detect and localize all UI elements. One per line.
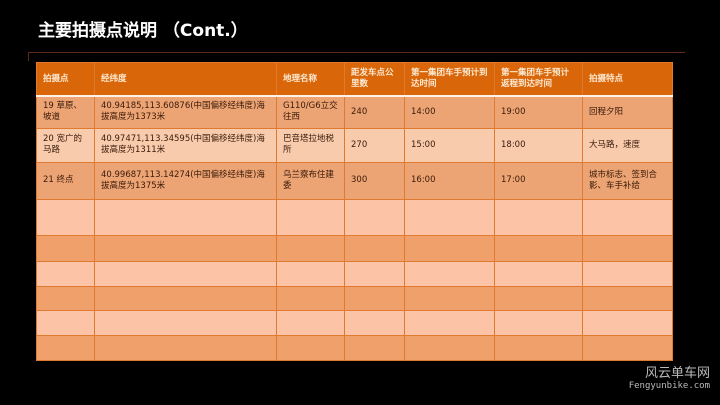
header-cell: 距发车点公里数 <box>344 62 405 97</box>
table-row: 20 宽广的马路 40.97471,113.34595(中国偏移经纬度)海拔高度为… <box>36 127 673 163</box>
header-cell: 第一集团车手预计返程到达时间 <box>494 62 583 97</box>
empty-cell <box>344 334 405 361</box>
table-cell: 21 终点 <box>36 161 95 200</box>
table-cell: 40.97471,113.34595(中国偏移经纬度)海拔高度为1311米 <box>94 127 277 163</box>
empty-cell <box>36 285 95 311</box>
watermark: 风云单车网 Fengyunbike.com <box>629 362 710 391</box>
table-cell: 270 <box>344 127 405 163</box>
empty-cell <box>94 234 277 262</box>
table-cell: 回程夕阳 <box>582 95 673 129</box>
empty-cell <box>276 334 345 361</box>
table-row: 19 草原、坡道 40.94185,113.60876(中国偏移经纬度)海拔高度为… <box>36 95 673 129</box>
table-cell: 巴音塔拉地税所 <box>276 127 345 163</box>
table-cell: 17:00 <box>494 161 583 200</box>
empty-cell <box>404 309 495 336</box>
table-cell: 240 <box>344 95 405 129</box>
empty-cell <box>36 234 95 262</box>
empty-cell <box>94 198 277 236</box>
empty-cell <box>582 285 673 311</box>
table-cell: G110/G6立交往西 <box>276 95 345 129</box>
header-cell: 地理名称 <box>276 62 345 97</box>
empty-table-row <box>36 234 673 262</box>
empty-cell <box>404 260 495 287</box>
empty-cell <box>404 285 495 311</box>
table-row: 21 终点 40.99687,113.14274(中国偏移经纬度)海拔高度为137… <box>36 161 673 200</box>
empty-cell <box>582 309 673 336</box>
page-title: 主要拍摄点说明 （Cont.） <box>38 21 248 41</box>
table-cell: 300 <box>344 161 405 200</box>
empty-cell <box>494 285 583 311</box>
empty-table-row <box>36 260 673 287</box>
empty-cell <box>36 198 95 236</box>
table-cell: 20 宽广的马路 <box>36 127 95 163</box>
shooting-points-table: 拍摄点 经纬度 地理名称 距发车点公里数 第一集团车手预计到达时间 第一集团车手… <box>36 62 673 361</box>
title-divider-tick <box>28 52 29 61</box>
empty-cell <box>36 309 95 336</box>
empty-cell <box>94 260 277 287</box>
table-cell: 大马路，速度 <box>582 127 673 163</box>
empty-cell <box>582 334 673 361</box>
watermark-en: Fengyunbike.com <box>628 381 710 391</box>
table-cell: 16:00 <box>404 161 495 200</box>
empty-cell <box>94 309 277 336</box>
empty-cell <box>344 309 405 336</box>
empty-cell <box>276 198 345 236</box>
table-header-row: 拍摄点 经纬度 地理名称 距发车点公里数 第一集团车手预计到达时间 第一集团车手… <box>36 62 673 97</box>
table-cell: 乌兰察布住建委 <box>276 161 345 200</box>
empty-cell <box>494 334 583 361</box>
header-cell: 第一集团车手预计到达时间 <box>404 62 495 97</box>
empty-table-row <box>36 334 673 361</box>
table-cell: 14:00 <box>404 95 495 129</box>
empty-cell <box>582 198 673 236</box>
empty-cell <box>582 234 673 262</box>
empty-table-row <box>36 285 673 311</box>
empty-cell <box>404 334 495 361</box>
empty-cell <box>344 198 405 236</box>
empty-cell <box>494 309 583 336</box>
empty-cell <box>494 198 583 236</box>
header-cell: 经纬度 <box>94 62 277 97</box>
title-divider <box>28 52 685 53</box>
empty-cell <box>276 260 345 287</box>
empty-table-row <box>36 309 673 336</box>
empty-cell <box>36 334 95 361</box>
table-cell: 40.94185,113.60876(中国偏移经纬度)海拔高度为1373米 <box>94 95 277 129</box>
empty-cell <box>494 260 583 287</box>
empty-cell <box>276 309 345 336</box>
empty-cell <box>404 234 495 262</box>
watermark-cn: 风云单车网 <box>644 366 710 381</box>
empty-cell <box>404 198 495 236</box>
empty-cell <box>344 234 405 262</box>
table-cell: 18:00 <box>494 127 583 163</box>
table-cell: 19 草原、坡道 <box>36 95 95 129</box>
empty-cell <box>94 285 277 311</box>
header-cell: 拍摄特点 <box>582 62 673 97</box>
empty-cell <box>494 234 583 262</box>
table-cell: 19:00 <box>494 95 583 129</box>
empty-cell <box>582 260 673 287</box>
empty-cell <box>276 234 345 262</box>
header-cell: 拍摄点 <box>36 62 95 97</box>
empty-cell <box>94 334 277 361</box>
empty-cell <box>344 260 405 287</box>
empty-cell <box>36 260 95 287</box>
table-cell: 城市标志、签到合影、车手补给 <box>582 161 673 200</box>
table-cell: 40.99687,113.14274(中国偏移经纬度)海拔高度为1375米 <box>94 161 277 200</box>
table-cell: 15:00 <box>404 127 495 163</box>
empty-cell <box>276 285 345 311</box>
empty-table-row <box>36 198 673 236</box>
empty-cell <box>344 285 405 311</box>
